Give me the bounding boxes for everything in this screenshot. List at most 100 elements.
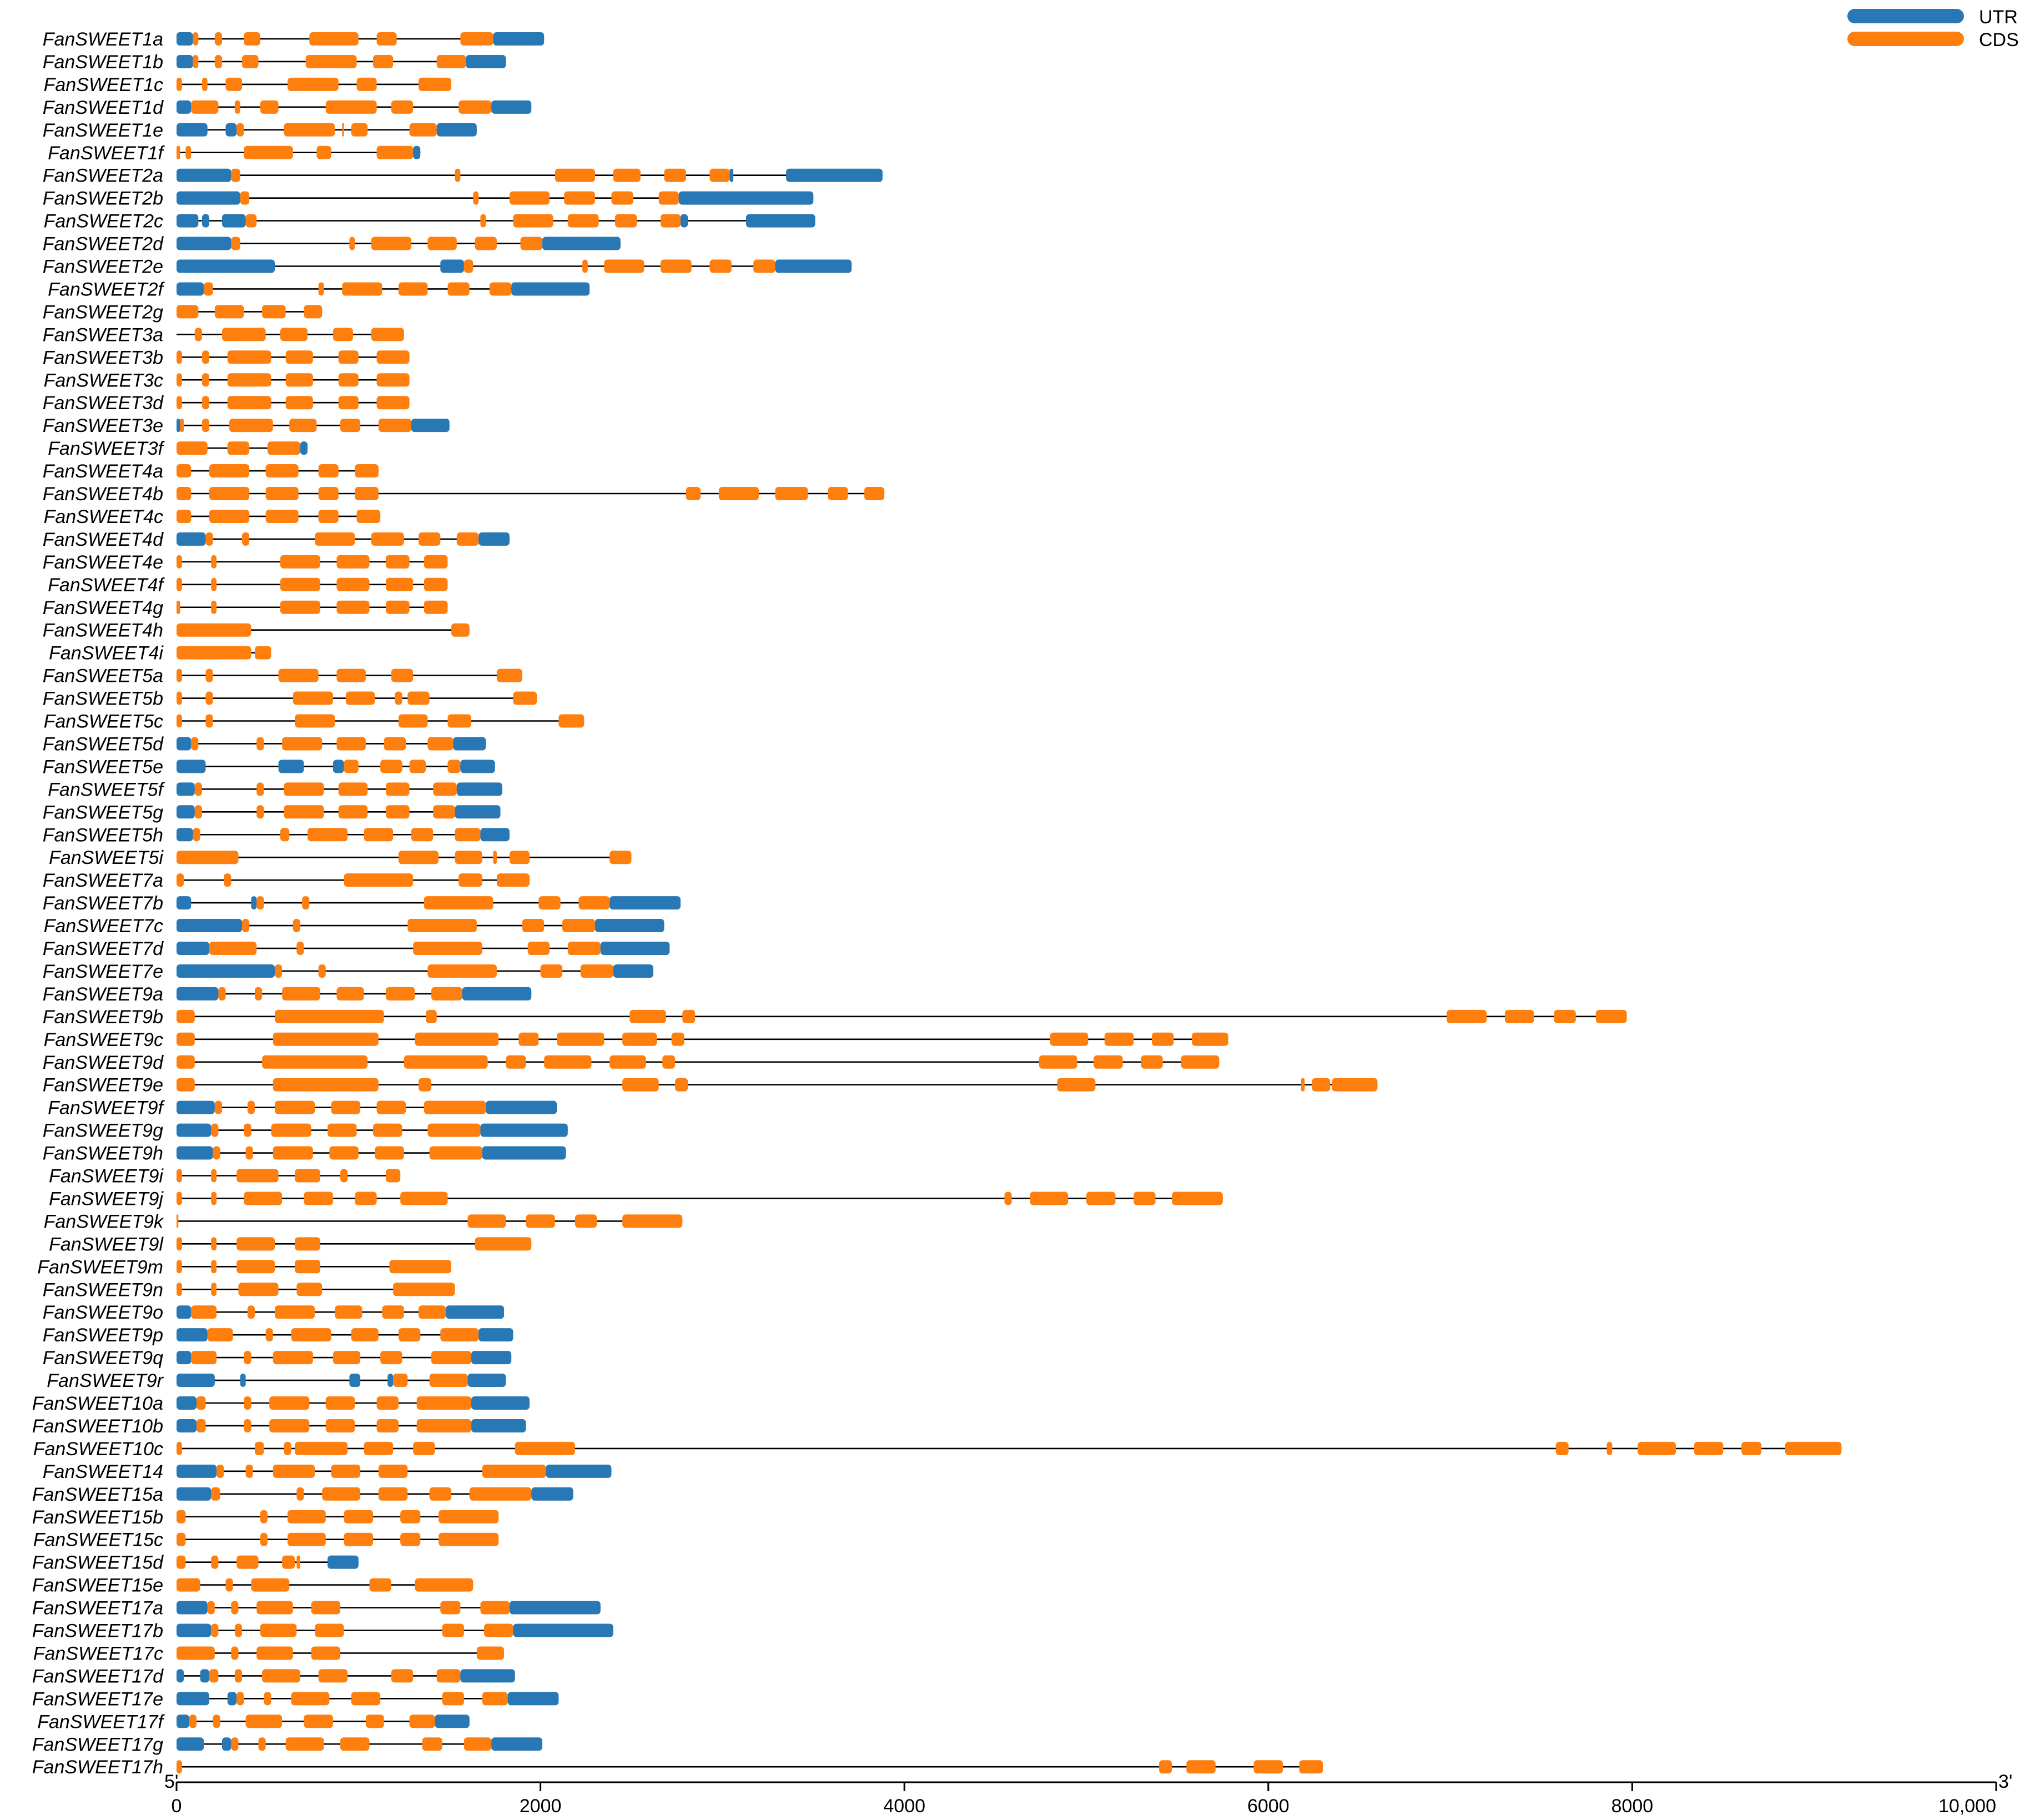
cds-segment xyxy=(211,555,217,569)
utr-segment xyxy=(480,1123,568,1137)
gene-label: FanSWEET14 xyxy=(43,1461,163,1482)
cds-segment xyxy=(287,1532,326,1546)
cds-segment xyxy=(828,487,848,500)
cds-segment xyxy=(1606,1441,1613,1455)
cds-segment xyxy=(440,1328,479,1342)
gene-row: FanSWEET9l xyxy=(49,1234,532,1255)
utr-segment xyxy=(440,259,464,273)
cds-segment xyxy=(440,1601,461,1615)
cds-segment xyxy=(254,646,271,660)
gene-row: FanSWEET2a xyxy=(43,165,883,187)
utr-segment xyxy=(328,1555,359,1569)
cds-segment xyxy=(269,1419,310,1432)
cds-segment xyxy=(424,896,493,910)
cds-segment xyxy=(344,1532,374,1546)
cds-segment xyxy=(567,942,601,955)
utr-segment xyxy=(177,100,192,114)
cds-segment xyxy=(333,1351,361,1365)
utr-segment xyxy=(200,1669,210,1683)
legend-cds-label: CDS xyxy=(1979,29,2019,51)
gene-label: FanSWEET4i xyxy=(49,643,164,664)
cds-segment xyxy=(240,191,250,205)
cds-segment xyxy=(378,1487,408,1501)
gene-label: FanSWEET1c xyxy=(44,74,163,95)
cds-segment xyxy=(177,1032,195,1046)
cds-segment xyxy=(194,328,202,341)
cds-segment xyxy=(177,350,182,364)
cds-segment xyxy=(395,691,402,705)
gene-label: FanSWEET9d xyxy=(43,1052,164,1073)
cds-segment xyxy=(211,1123,219,1137)
cds-segment xyxy=(260,1510,268,1524)
cds-segment xyxy=(295,714,335,728)
gene-label: FanSWEET1d xyxy=(43,97,164,118)
cds-segment xyxy=(295,1441,348,1455)
cds-segment xyxy=(177,1555,186,1569)
gene-row: FanSWEET5h xyxy=(43,824,510,846)
cds-segment xyxy=(231,237,240,250)
utr-segment xyxy=(240,1374,246,1387)
cds-segment xyxy=(238,1283,279,1296)
cds-segment xyxy=(296,1555,300,1569)
gene-row: FanSWEET10a xyxy=(32,1393,530,1414)
cds-segment xyxy=(340,1169,348,1183)
cds-segment xyxy=(338,373,359,387)
cds-segment xyxy=(177,487,192,500)
cds-segment xyxy=(275,1100,315,1114)
cds-segment xyxy=(376,396,410,410)
gene-row: FanSWEET17c xyxy=(33,1643,505,1664)
cds-segment xyxy=(177,1260,182,1274)
cds-segment xyxy=(285,396,313,410)
cds-segment xyxy=(371,532,404,546)
cds-segment xyxy=(475,237,497,250)
cds-segment xyxy=(218,987,226,1001)
gene-row: FanSWEET15a xyxy=(32,1484,573,1505)
utr-segment xyxy=(460,760,495,773)
gene-label: FanSWEET9a xyxy=(43,984,163,1005)
gene-row: FanSWEET9j xyxy=(49,1188,1223,1209)
cds-segment xyxy=(177,691,182,705)
utr-segment xyxy=(177,760,206,773)
gene-label: FanSWEET7b xyxy=(43,893,163,914)
cds-segment xyxy=(376,145,414,159)
gene-row: FanSWEET2d xyxy=(43,234,621,255)
cds-segment xyxy=(385,600,410,614)
cds-segment xyxy=(476,1646,505,1660)
gene-row: FanSWEET2c xyxy=(44,211,815,232)
cds-segment xyxy=(177,1578,200,1592)
cds-segment xyxy=(373,1123,402,1137)
gene-label: FanSWEET3c xyxy=(44,370,163,391)
gene-label: FanSWEET15e xyxy=(32,1575,163,1596)
cds-segment xyxy=(207,1601,215,1615)
cds-segment xyxy=(376,1419,399,1432)
cds-segment xyxy=(336,555,370,569)
cds-segment xyxy=(364,1441,394,1455)
gene-label: FanSWEET1a xyxy=(43,29,163,50)
utr-segment xyxy=(202,214,210,228)
cds-segment xyxy=(418,77,451,91)
utr-segment xyxy=(177,1305,192,1319)
cds-segment xyxy=(205,668,213,682)
gene-row: FanSWEET3e xyxy=(43,415,450,436)
gene-label: FanSWEET3b xyxy=(43,347,163,368)
gene-label: FanSWEET2f xyxy=(48,279,165,300)
cds-segment xyxy=(244,1419,251,1432)
gene-row: FanSWEET10c xyxy=(33,1439,1842,1460)
cds-segment xyxy=(231,1737,239,1751)
cds-segment xyxy=(304,1191,333,1205)
gene-row: FanSWEET17b xyxy=(32,1621,613,1642)
utr-segment xyxy=(436,123,477,137)
cds-segment xyxy=(273,1351,313,1365)
cds-segment xyxy=(509,851,530,864)
cds-segment xyxy=(338,396,359,410)
cds-segment xyxy=(269,1396,310,1410)
gene-row: FanSWEET4e xyxy=(43,552,448,573)
cds-segment xyxy=(427,237,457,250)
cds-segment xyxy=(429,1146,482,1160)
gene-label: FanSWEET17a xyxy=(32,1598,163,1619)
gene-row: FanSWEET2e xyxy=(43,257,852,278)
utr-segment xyxy=(531,1487,573,1501)
gene-label: FanSWEET2c xyxy=(44,211,163,232)
cds-segment xyxy=(262,305,286,319)
cds-segment xyxy=(202,419,210,433)
